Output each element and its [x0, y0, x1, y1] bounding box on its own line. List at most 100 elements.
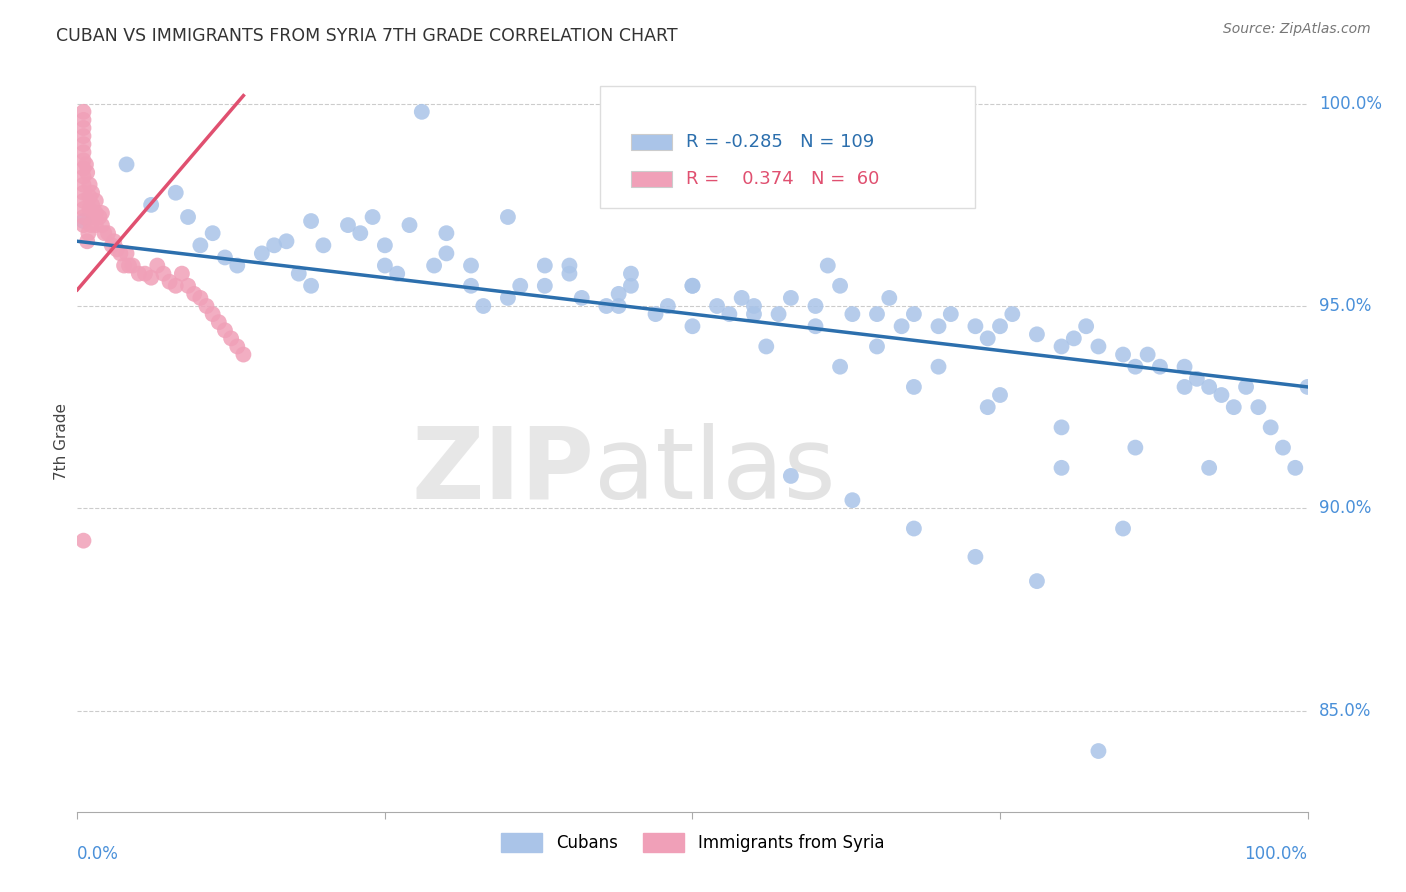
Point: [841, 307, 863, 321]
Point: [841, 493, 863, 508]
Point: [141, 270, 163, 285]
Point: [84, 218, 107, 232]
Point: [72, 137, 94, 152]
Point: [72, 120, 94, 135]
Point: [374, 238, 396, 252]
Point: [1198, 460, 1220, 475]
Point: [72, 153, 94, 168]
Point: [90, 218, 114, 232]
Point: [755, 339, 778, 353]
Point: [965, 319, 987, 334]
Point: [804, 319, 827, 334]
Text: R = -0.285   N = 109: R = -0.285 N = 109: [686, 133, 875, 151]
Text: 0.0%: 0.0%: [77, 845, 120, 863]
FancyBboxPatch shape: [631, 134, 672, 150]
Point: [159, 275, 181, 289]
Text: CUBAN VS IMMIGRANTS FROM SYRIA 7TH GRADE CORRELATION CHART: CUBAN VS IMMIGRANTS FROM SYRIA 7TH GRADE…: [56, 27, 678, 45]
Point: [208, 315, 231, 329]
Point: [607, 299, 630, 313]
Point: [97, 226, 120, 240]
Point: [170, 267, 193, 281]
Point: [830, 359, 852, 374]
Point: [72, 112, 94, 127]
Point: [903, 307, 925, 321]
Point: [1174, 359, 1197, 374]
Point: [195, 299, 218, 313]
Point: [977, 331, 1000, 345]
Point: [780, 469, 803, 483]
Point: [436, 246, 458, 260]
Point: [152, 267, 174, 281]
Point: [72, 145, 94, 160]
Point: [1125, 359, 1147, 374]
Point: [226, 339, 249, 353]
Point: [830, 278, 852, 293]
Point: [82, 198, 104, 212]
Text: atlas: atlas: [595, 423, 835, 520]
Point: [1272, 441, 1295, 455]
Point: [496, 291, 519, 305]
Point: [879, 291, 901, 305]
Point: [84, 206, 107, 220]
Point: [118, 259, 141, 273]
Point: [72, 202, 94, 216]
Point: [1136, 347, 1159, 361]
Point: [177, 210, 200, 224]
Point: [183, 286, 205, 301]
Point: [1223, 400, 1246, 414]
Point: [141, 198, 163, 212]
Point: [79, 178, 101, 192]
Point: [817, 259, 839, 273]
Point: [82, 186, 104, 200]
Point: [385, 267, 409, 281]
Text: 90.0%: 90.0%: [1319, 500, 1371, 517]
Point: [72, 129, 94, 144]
Point: [1112, 347, 1135, 361]
Point: [1284, 460, 1306, 475]
Point: [72, 178, 94, 192]
Point: [939, 307, 962, 321]
Point: [128, 267, 150, 281]
Point: [1050, 339, 1073, 353]
Legend: Cubans, Immigrants from Syria: Cubans, Immigrants from Syria: [494, 826, 891, 859]
Point: [84, 194, 107, 208]
Point: [276, 234, 298, 248]
Point: [534, 259, 557, 273]
Point: [436, 226, 458, 240]
Point: [644, 307, 666, 321]
Point: [682, 319, 704, 334]
Point: [866, 307, 889, 321]
Point: [165, 186, 187, 200]
Point: [134, 267, 156, 281]
Point: [742, 307, 765, 321]
Point: [82, 210, 104, 224]
Point: [72, 214, 94, 228]
Point: [1026, 327, 1049, 342]
Text: R =    0.374   N =  60: R = 0.374 N = 60: [686, 169, 880, 187]
Point: [620, 278, 643, 293]
Point: [1247, 400, 1270, 414]
Point: [706, 299, 728, 313]
Point: [903, 380, 925, 394]
Point: [90, 206, 114, 220]
Point: [620, 267, 643, 281]
Point: [595, 299, 617, 313]
Point: [509, 278, 531, 293]
Point: [299, 214, 322, 228]
Point: [188, 238, 212, 252]
Point: [72, 194, 94, 208]
Point: [79, 190, 101, 204]
Point: [72, 169, 94, 184]
Point: [398, 218, 420, 232]
Point: [1050, 420, 1073, 434]
Point: [75, 157, 97, 171]
Point: [1174, 380, 1197, 394]
Point: [361, 210, 384, 224]
Point: [977, 400, 1000, 414]
Point: [1050, 460, 1073, 475]
Text: 100.0%: 100.0%: [1244, 845, 1308, 863]
Point: [928, 359, 950, 374]
Point: [72, 218, 94, 232]
Point: [742, 299, 765, 313]
Point: [460, 259, 482, 273]
